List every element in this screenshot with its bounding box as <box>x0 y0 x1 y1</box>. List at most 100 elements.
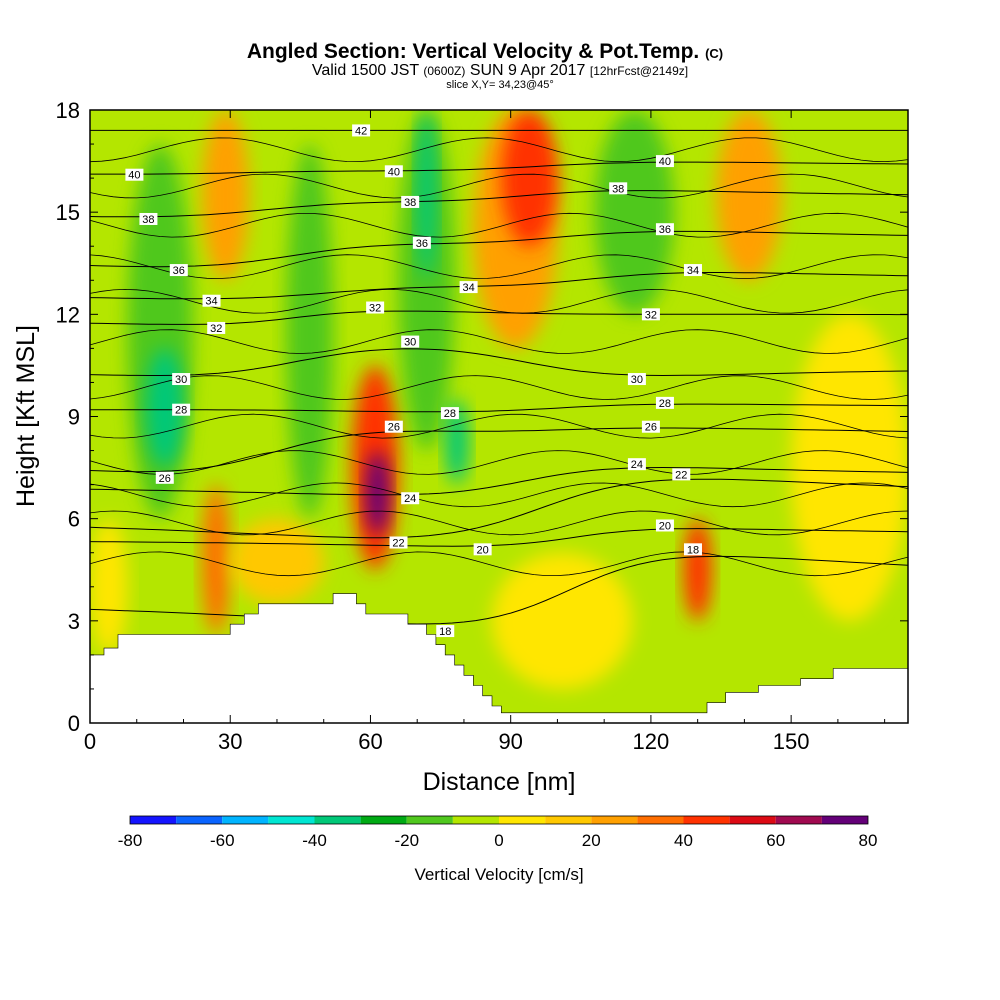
y-axis-label: Height [Kft MSL] <box>12 325 40 507</box>
contour-label-bg <box>683 264 702 277</box>
contour-label-bg <box>125 168 144 181</box>
contour-label-bg <box>401 195 420 208</box>
contour-label-bg <box>641 420 660 433</box>
contour-label: 26 <box>645 422 657 434</box>
contour-label: 22 <box>392 538 404 550</box>
contour-label-bg <box>389 536 408 549</box>
colorbar-swatch <box>637 816 684 824</box>
contour-label: 28 <box>444 408 456 420</box>
contour-label-bg <box>169 264 188 277</box>
contour-label: 36 <box>416 238 428 250</box>
contour-label: 24 <box>404 493 416 505</box>
contour-label-bg <box>609 182 628 195</box>
contour-label: 40 <box>128 170 140 182</box>
contour-label-bg <box>207 321 226 334</box>
velocity-cell <box>501 110 558 247</box>
velocity-cell <box>365 450 390 536</box>
contour-label-bg <box>401 492 420 505</box>
colorbar-tick-label: -40 <box>302 831 327 850</box>
colorbar-tick-label: -20 <box>394 831 419 850</box>
isentrope-26 <box>90 427 908 473</box>
y-tick-label: 9 <box>68 405 80 430</box>
colorbar-tick-label: -80 <box>118 831 143 850</box>
contour-label-bg <box>655 223 674 236</box>
contour-label: 18 <box>439 626 451 638</box>
contour-label: 38 <box>612 183 624 195</box>
velocity-cell <box>594 110 675 315</box>
y-tick-label: 3 <box>68 609 80 634</box>
isentrope-minor <box>90 551 908 577</box>
y-tick-label: 12 <box>56 302 80 327</box>
isentrope-minor <box>90 173 908 199</box>
isentrope-minor <box>90 288 908 314</box>
isentrope-22 <box>90 478 908 539</box>
colorbar-tick-label: 80 <box>859 831 878 850</box>
isentrope-minor <box>90 413 908 439</box>
colorbar-swatch <box>821 816 868 824</box>
contour-label-bg <box>384 165 403 178</box>
colorbar-swatch <box>268 816 315 824</box>
colorbar-swatch <box>591 816 638 824</box>
isentrope-38 <box>90 190 908 218</box>
colorbar-swatch <box>683 816 730 824</box>
contour-label-bg <box>155 471 174 484</box>
contour-label-bg <box>655 519 674 532</box>
velocity-cell <box>230 518 324 604</box>
contour-label-bg <box>627 458 646 471</box>
isentrope-minor <box>90 482 908 508</box>
contour-label: 20 <box>659 520 671 532</box>
contour-label-bg <box>672 468 691 481</box>
isentrope-30 <box>90 348 908 377</box>
contour-label: 34 <box>205 296 217 308</box>
chart-title: Angled Section: Vertical Velocity & Pot.… <box>247 40 723 63</box>
isentrope-minor <box>90 137 908 163</box>
contour-label-bg <box>412 236 431 249</box>
isentrope-18 <box>90 555 908 625</box>
contour-label: 34 <box>462 282 474 294</box>
potential-temperature-contours <box>90 129 908 625</box>
colorbar-swatch <box>130 816 177 824</box>
contour-label: 30 <box>404 337 416 349</box>
contour-label: 26 <box>159 473 171 485</box>
contour-labels: 4038363432302826424038363432302826242220… <box>125 124 702 638</box>
velocity-cell <box>202 484 231 635</box>
contour-label: 36 <box>659 224 671 236</box>
colorbar: -80 -60 -40 -20 0 20 40 60 80 <box>118 815 878 850</box>
contour-label-bg <box>627 373 646 386</box>
velocity-field <box>90 110 908 689</box>
y-tick-label: 18 <box>56 98 80 123</box>
contour-label: 32 <box>210 323 222 335</box>
contour-label: 38 <box>142 214 154 226</box>
colorbar-tick-label: 40 <box>674 831 693 850</box>
contour-label-bg <box>473 543 492 556</box>
colorbar-swatch <box>775 816 822 824</box>
contour-label: 34 <box>687 265 699 277</box>
colorbar-swatch <box>729 816 776 824</box>
contour-label-bg <box>641 308 660 321</box>
contour-label: 32 <box>369 303 381 315</box>
contour-label-bg <box>352 124 371 137</box>
contour-label: 30 <box>175 374 187 386</box>
colorbar-swatch <box>314 816 361 824</box>
y-tick-label: 6 <box>68 507 80 532</box>
isentrope-28 <box>90 403 908 413</box>
velocity-cell <box>445 399 469 485</box>
y-tick-label: 0 <box>68 711 80 736</box>
contour-label: 30 <box>631 374 643 386</box>
plot-area: 4038363432302826424038363432302826242220… <box>89 109 909 724</box>
colorbar-label: Vertical Velocity [cm/s] <box>414 865 583 884</box>
x-tick-label: 150 <box>773 729 810 754</box>
isentrope-20 <box>90 528 908 547</box>
contour-label: 32 <box>645 309 657 321</box>
velocity-cell <box>716 110 782 281</box>
contour-label-bg <box>440 407 459 420</box>
y-tick-label: 15 <box>56 200 80 225</box>
contour-label: 38 <box>404 197 416 209</box>
isentrope-minor <box>90 510 908 536</box>
contour-label-bg <box>459 281 478 294</box>
isentrope-24 <box>90 466 908 496</box>
contour-label-bg <box>401 335 420 348</box>
colorbar-swatch <box>176 816 223 824</box>
isentrope-40 <box>90 161 908 175</box>
